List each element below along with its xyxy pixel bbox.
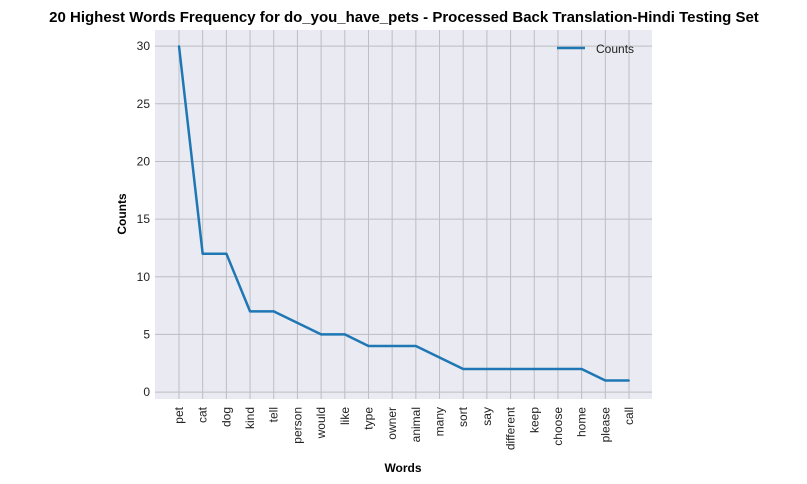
x-tick-label: person (290, 407, 304, 444)
x-tick-label: kind (243, 407, 257, 429)
x-axis: pet cat dog kind tell person would like type owne… (172, 406, 636, 450)
x-tick-label: dog (219, 407, 233, 427)
data-point (201, 252, 204, 255)
data-point (296, 321, 299, 324)
legend: Counts (557, 42, 634, 56)
data-point (556, 368, 559, 371)
data-point (580, 368, 583, 371)
x-tick-label: home (575, 407, 589, 437)
y-tick-label: 15 (137, 212, 151, 226)
x-tick-label: choose (551, 407, 565, 446)
series-line-counts (177, 45, 629, 382)
grid (155, 30, 652, 399)
y-axis: 0 5 10 15 20 25 30 (137, 39, 151, 399)
x-tick-label: many (433, 407, 447, 436)
x-tick-label: cat (196, 406, 210, 423)
x-tick-label: different (504, 406, 518, 450)
x-tick-label: animal (409, 407, 423, 442)
data-point (343, 333, 346, 336)
data-point (391, 344, 394, 347)
x-tick-label: tell (267, 407, 281, 422)
x-tick-label: like (338, 407, 352, 425)
x-tick-label: type (361, 407, 375, 430)
x-tick-label: call (622, 407, 636, 425)
data-point (367, 344, 370, 347)
x-tick-label: pet (172, 406, 186, 423)
x-tick-label: say (480, 407, 494, 426)
x-tick-label: sort (456, 406, 470, 427)
y-tick-label: 10 (137, 270, 151, 284)
x-axis-label: Words (384, 461, 421, 475)
plot-area (155, 30, 652, 399)
legend-label-counts: Counts (596, 42, 634, 56)
data-point (249, 310, 252, 313)
data-point (462, 368, 465, 371)
y-tick-label: 30 (137, 39, 151, 53)
y-axis-label: Counts (115, 193, 129, 235)
data-point (509, 368, 512, 371)
y-tick-label: 25 (137, 97, 151, 111)
x-tick-label: owner (385, 407, 399, 440)
series-group (177, 45, 630, 382)
data-point (272, 310, 275, 313)
data-point (628, 379, 630, 382)
data-point (225, 252, 228, 255)
data-point (604, 379, 607, 382)
data-point (533, 368, 536, 371)
x-tick-label: please (598, 407, 612, 443)
chart-title: 20 Highest Words Frequency for do_you_ha… (49, 9, 759, 26)
data-point (178, 45, 180, 48)
data-point (414, 344, 417, 347)
y-tick-label: 5 (143, 327, 150, 341)
data-point (485, 368, 488, 371)
data-point (320, 333, 323, 336)
y-tick-label: 20 (137, 154, 151, 168)
x-tick-label: would (314, 407, 328, 439)
data-point (438, 356, 441, 359)
y-tick-label: 0 (143, 385, 150, 399)
x-tick-label: keep (527, 407, 541, 433)
